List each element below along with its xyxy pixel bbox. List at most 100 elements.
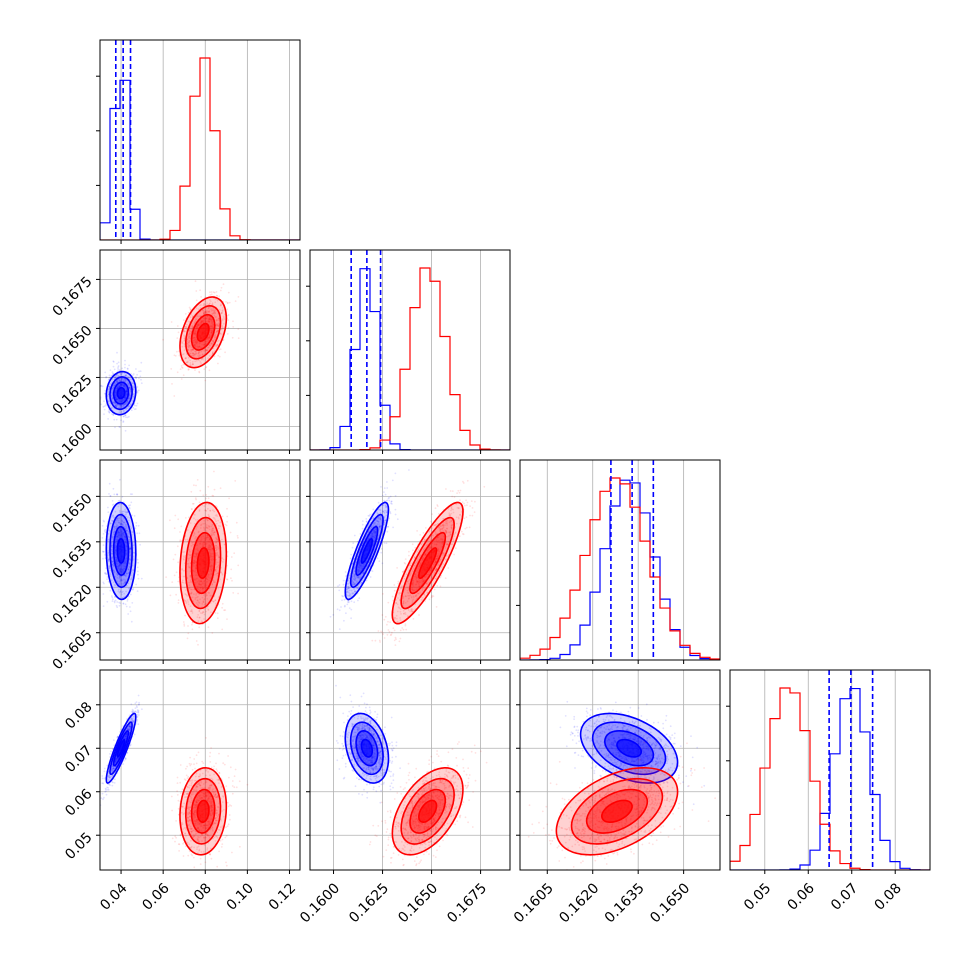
scatter-point [217, 527, 220, 530]
scatter-point [119, 590, 122, 593]
scatter-point [212, 340, 215, 343]
scatter-point [122, 583, 125, 585]
scatter-point [124, 379, 127, 382]
scatter-point [126, 400, 129, 403]
scatter-point [120, 399, 123, 402]
scatter-point [116, 375, 118, 378]
scatter-point [115, 398, 118, 400]
scatter-point [174, 553, 177, 556]
scatter-point [113, 565, 115, 568]
scatter-point [118, 385, 121, 388]
scatter-point [223, 322, 225, 325]
scatter-point [207, 337, 210, 340]
scatter-point [205, 317, 207, 320]
scatter-point [103, 405, 106, 407]
scatter-point [209, 568, 212, 571]
scatter-point [116, 573, 119, 576]
scatter-point [218, 295, 221, 298]
scatter-point [183, 337, 186, 340]
scatter-point [198, 580, 201, 583]
scatter-point [212, 291, 215, 294]
scatter-point [338, 589, 341, 592]
scatter-point [197, 324, 200, 326]
scatter-point [198, 510, 201, 512]
scatter-point [211, 567, 214, 570]
scatter-point [117, 398, 119, 401]
scatter-point [208, 337, 211, 339]
scatter-point [387, 525, 389, 528]
scatter-point [131, 381, 134, 384]
scatter-point [123, 510, 126, 513]
scatter-point [211, 352, 214, 354]
scatter-point [113, 383, 116, 386]
scatter-point [219, 332, 222, 335]
scatter-point [113, 570, 115, 572]
scatter-point [117, 378, 120, 381]
scatter-point [198, 351, 201, 354]
scatter-point [101, 385, 104, 388]
scatter-point [215, 291, 218, 293]
scatter-point [117, 366, 119, 369]
scatter-point [176, 545, 179, 548]
scatter-point [209, 554, 212, 557]
scatter-point [121, 398, 124, 401]
scatter-point [214, 334, 216, 337]
scatter-point [125, 572, 128, 575]
scatter-point [363, 564, 365, 567]
scatter-point [117, 521, 120, 524]
scatter-point [202, 611, 205, 613]
scatter-point [199, 360, 202, 363]
scatter-point [187, 343, 189, 346]
scatter-point [127, 405, 130, 408]
scatter-point [111, 389, 114, 392]
scatter-point [347, 587, 350, 590]
scatter-point [103, 413, 105, 416]
scatter-point [202, 320, 205, 322]
scatter-point [110, 544, 113, 547]
scatter-point [119, 523, 122, 526]
scatter-point [137, 573, 139, 576]
scatter-point [202, 304, 205, 307]
scatter-point [116, 536, 119, 539]
scatter-point [117, 565, 120, 568]
scatter-point [112, 560, 115, 563]
scatter-point [205, 577, 208, 580]
scatter-point [218, 317, 220, 320]
scatter-point [121, 532, 124, 535]
scatter-point [194, 340, 197, 343]
scatter-point [120, 579, 123, 582]
scatter-point [205, 610, 208, 613]
scatter-point [203, 580, 206, 583]
scatter-point [116, 525, 119, 527]
scatter-point [384, 519, 387, 522]
scatter-point [194, 597, 197, 599]
contour-red [196, 322, 210, 342]
scatter-point [118, 379, 121, 382]
scatter-point [119, 380, 122, 382]
scatter-point [212, 533, 215, 535]
scatter-point [189, 556, 192, 559]
scatter-point [122, 415, 125, 418]
scatter-point [182, 363, 185, 366]
scatter-point [188, 586, 191, 589]
scatter-point [136, 391, 139, 394]
scatter-point [195, 554, 198, 557]
scatter-point [125, 544, 128, 546]
scatter-point [182, 581, 185, 584]
scatter-point [369, 513, 371, 516]
scatter-point [375, 519, 378, 522]
scatter-point [127, 383, 130, 386]
scatter-point [217, 329, 219, 332]
scatter-point [119, 531, 121, 534]
scatter-point [121, 590, 124, 593]
scatter-point [129, 610, 132, 613]
scatter-point [361, 520, 364, 522]
scatter-point [221, 310, 224, 313]
scatter-point [114, 552, 117, 555]
scatter-point [194, 598, 197, 601]
scatter-point [122, 602, 125, 605]
scatter-point [209, 552, 212, 554]
scatter-point [216, 343, 219, 346]
scatter-point [114, 392, 117, 394]
scatter-point [221, 306, 224, 309]
